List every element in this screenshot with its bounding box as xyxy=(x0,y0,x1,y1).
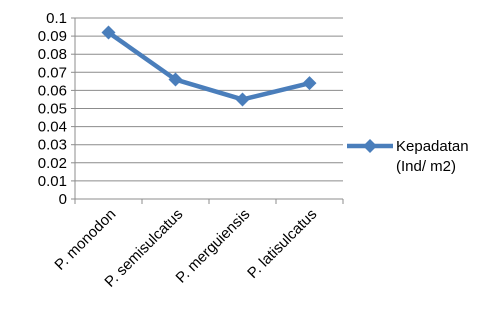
legend: Kepadatan (Ind/ m2) xyxy=(347,138,469,175)
y-tick-label: 0.06 xyxy=(38,82,67,99)
y-tick-label: 0.03 xyxy=(38,137,67,154)
y-axis-tick-labels: 00.010.020.030.040.05 0.060.070.080.090.1 xyxy=(38,10,67,208)
y-tick-label: 0 xyxy=(59,191,67,208)
legend-marker-swatch xyxy=(363,139,377,153)
data-point-marker xyxy=(101,25,116,40)
y-tick-label: 0.07 xyxy=(38,64,67,81)
legend-label: Kepadatan xyxy=(396,138,469,155)
y-tick-label: 0.09 xyxy=(38,28,67,45)
data-point-marker xyxy=(302,76,317,91)
axes xyxy=(71,17,344,204)
y-tick-label: 0.05 xyxy=(38,101,67,118)
y-tick-label: 0.1 xyxy=(46,10,67,27)
gridlines xyxy=(75,17,343,182)
series-line xyxy=(107,30,311,102)
series-kepadatan xyxy=(101,25,317,107)
legend-label: (Ind/ m2) xyxy=(396,158,456,175)
data-point-marker xyxy=(235,92,250,107)
data-point-marker xyxy=(168,72,183,87)
x-category-label: P. monodon xyxy=(51,206,119,274)
y-tick-label: 0.04 xyxy=(38,119,67,136)
x-category-label: P. latisulcatus xyxy=(244,206,320,282)
y-tick-label: 0.01 xyxy=(38,173,67,190)
y-tick-label: 0.02 xyxy=(38,155,67,172)
y-tick-label: 0.08 xyxy=(38,46,67,63)
